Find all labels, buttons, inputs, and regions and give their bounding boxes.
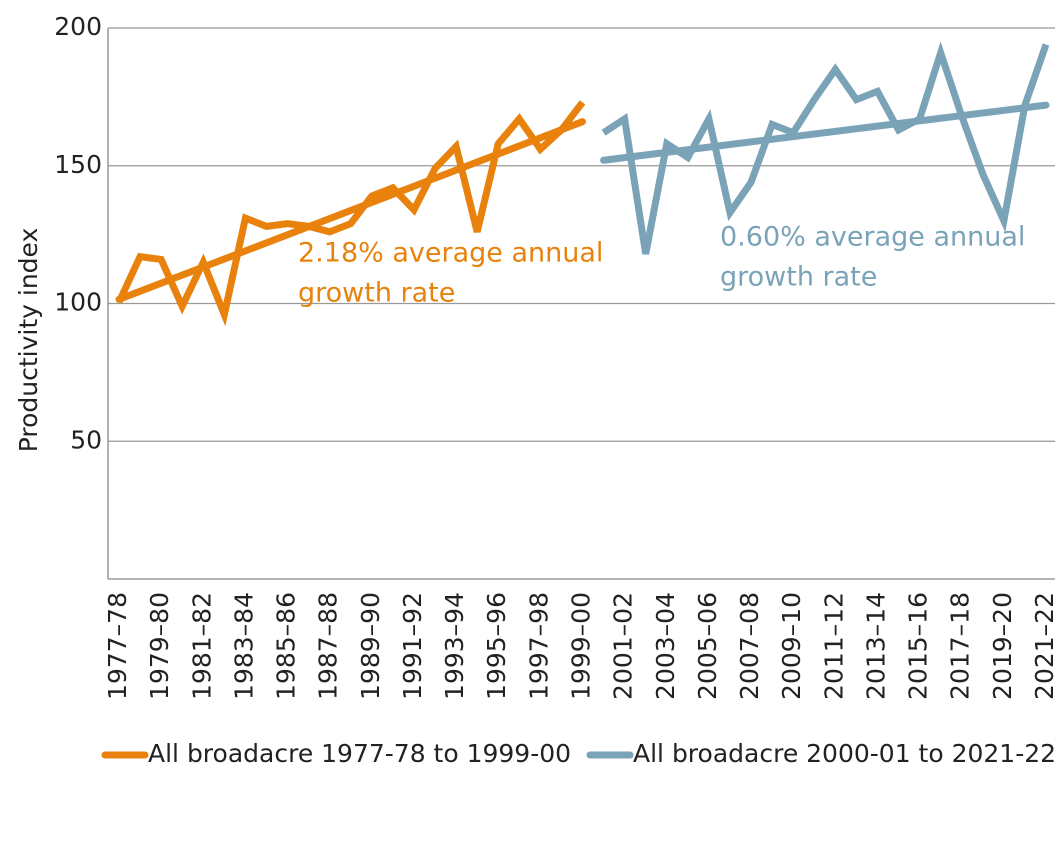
y-tick-label: 150 [54,150,102,179]
trend-annotation: growth rate [298,278,455,309]
x-tick-label: 2017–18 [946,592,975,700]
legend-label: All broadacre 1977-78 to 1999-00 [148,739,571,768]
x-tick-label: 1979–80 [145,592,174,700]
x-tick-label: 1985–86 [272,592,301,700]
trend-annotation: growth rate [720,262,877,293]
x-tick-label: 2019–20 [988,592,1017,700]
y-tick-label: 200 [54,12,102,41]
y-tick-label: 100 [54,288,102,317]
data-line [115,100,586,327]
trend-line [115,118,586,303]
trend-annotation: 0.60% average annual [720,222,1025,253]
x-tick-label: 2021–22 [1030,592,1059,700]
x-tick-label: 2013–14 [861,592,890,700]
x-tick-label: 2001–02 [609,592,638,700]
trend-line [600,101,1050,164]
x-tick-label: 2011–12 [819,592,848,700]
x-tick-label: 1987–88 [314,592,343,700]
x-tick-label: 1999–00 [567,592,596,700]
x-tick-label: 1983–84 [229,592,258,700]
trend-annotation: 2.18% average annual [298,238,603,269]
x-tick-label: 2007–08 [735,592,764,700]
x-tick-label: 2005–06 [693,592,722,700]
x-tick-label: 1991–92 [398,592,427,700]
y-axis-label: Productivity index [14,228,43,453]
y-tick-label: 50 [70,425,102,454]
x-tick-label: 2009–10 [777,592,806,700]
legend-label: All broadacre 2000-01 to 2021-22 [633,739,1056,768]
x-tick-label: 2003–04 [651,592,680,700]
x-tick-label: 1981–82 [187,592,216,700]
x-tick-label: 1997–98 [524,592,553,700]
x-tick-label: 1995–96 [482,592,511,700]
x-tick-label: 1989–90 [356,592,385,700]
x-tick-label: 2015–16 [904,592,933,700]
x-tick-label: 1993–94 [440,592,469,700]
x-tick-label: 1977–78 [103,592,132,700]
